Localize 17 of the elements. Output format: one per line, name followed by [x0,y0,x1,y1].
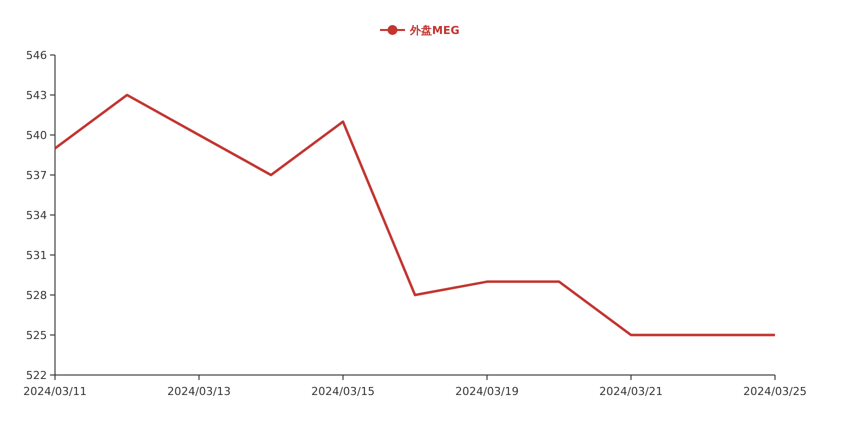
x-tick-label: 2024/03/21 [599,385,663,398]
x-tick-label: 2024/03/11 [23,385,87,398]
y-tick-label: 522 [26,368,47,382]
y-tick-label: 531 [26,248,47,262]
y-tick-label: 546 [26,48,47,62]
y-tick-label: 528 [26,288,47,302]
x-tick-label: 2024/03/25 [743,385,807,398]
x-tick-label: 2024/03/19 [455,385,519,398]
y-tick-label: 537 [26,168,47,182]
legend-label: 外盘MEG [409,24,460,37]
y-tick-label: 525 [26,328,47,342]
x-tick-label: 2024/03/13 [167,385,231,398]
line-series [54,94,776,336]
x-tick-label: 2024/03/15 [311,385,375,398]
y-tick-label: 534 [26,208,47,222]
y-tick-label: 543 [26,88,47,102]
y-tick-label: 540 [26,128,47,142]
